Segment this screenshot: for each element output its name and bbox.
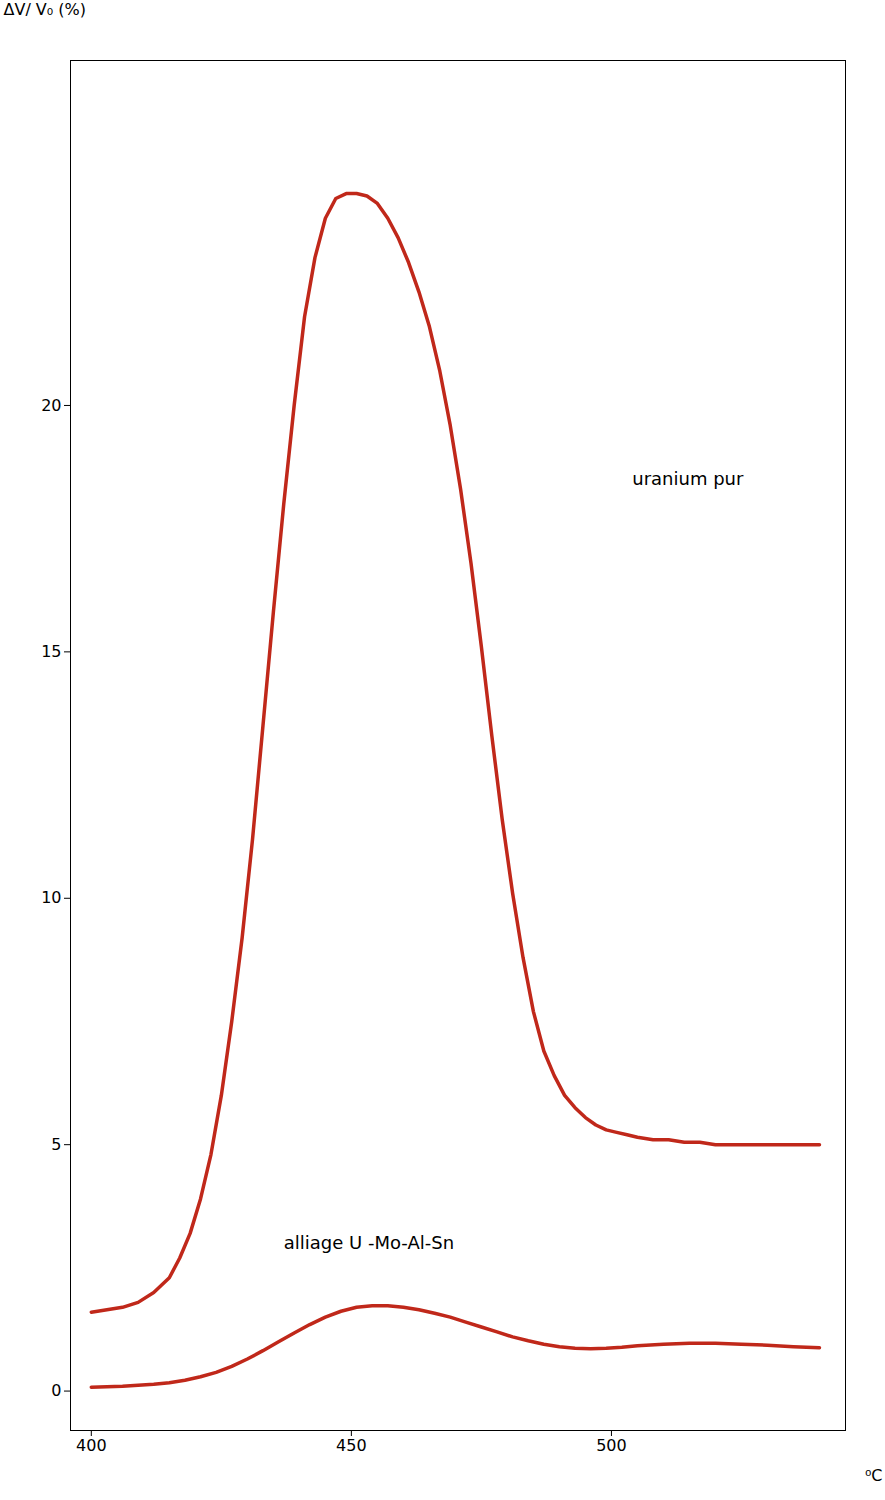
svg-text:400: 400 xyxy=(76,1436,107,1455)
svg-text:alliage U -Mo-Al-Sn: alliage U -Mo-Al-Sn xyxy=(284,1232,454,1253)
svg-text:20: 20 xyxy=(41,396,61,415)
svg-text:500: 500 xyxy=(596,1436,627,1455)
svg-text:15: 15 xyxy=(41,642,61,661)
svg-text:uranium pur: uranium pur xyxy=(632,468,744,489)
svg-text:450: 450 xyxy=(336,1436,367,1455)
svg-text:0: 0 xyxy=(51,1381,61,1400)
svg-text:ΔV/ V₀ (%): ΔV/ V₀ (%) xyxy=(4,0,87,19)
svg-text:5: 5 xyxy=(51,1135,61,1154)
svg-text:⁰C: ⁰C xyxy=(865,1466,883,1485)
svg-text:10: 10 xyxy=(41,888,61,907)
